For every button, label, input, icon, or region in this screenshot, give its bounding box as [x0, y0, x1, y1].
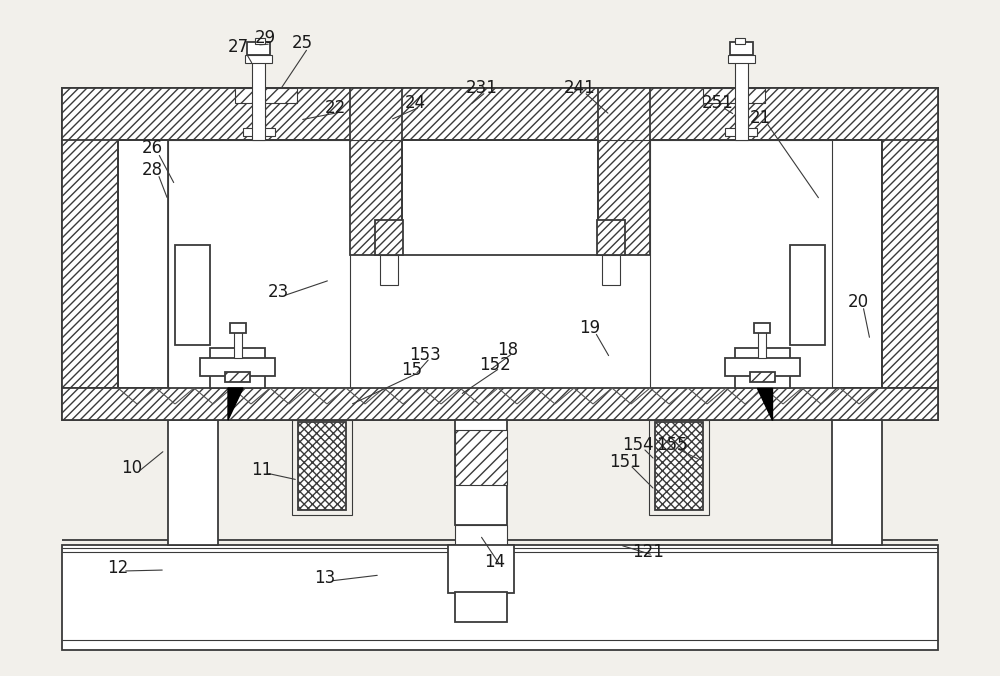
Bar — [725, 128, 757, 136]
Text: 21: 21 — [749, 109, 771, 127]
Polygon shape — [757, 388, 772, 420]
Text: 241: 241 — [564, 79, 596, 97]
Bar — [118, 140, 168, 388]
Bar — [655, 422, 703, 510]
Text: 10: 10 — [121, 459, 143, 477]
Text: 25: 25 — [291, 34, 313, 52]
Text: 23: 23 — [267, 283, 289, 301]
Bar — [225, 372, 250, 382]
Bar — [754, 323, 770, 333]
Bar — [455, 525, 507, 545]
Bar — [832, 420, 882, 545]
Bar — [255, 38, 265, 44]
Text: 22: 22 — [324, 99, 346, 117]
Text: 29: 29 — [254, 29, 276, 47]
Text: 12: 12 — [107, 559, 129, 577]
Bar — [234, 330, 242, 358]
Bar — [725, 358, 800, 376]
Bar — [175, 245, 210, 345]
Text: 28: 28 — [141, 161, 163, 179]
Bar — [62, 545, 938, 650]
Bar — [60, 25, 940, 645]
Bar — [62, 88, 118, 388]
Bar — [243, 128, 275, 136]
Text: 20: 20 — [847, 293, 869, 311]
Bar — [200, 358, 275, 376]
Bar — [597, 220, 625, 255]
Bar — [650, 140, 832, 388]
Bar — [210, 348, 265, 388]
Bar — [758, 330, 766, 358]
Bar — [235, 88, 297, 103]
Bar — [455, 420, 507, 525]
Bar — [735, 52, 748, 140]
Text: 155: 155 — [656, 436, 688, 454]
Bar — [168, 420, 218, 545]
Text: 15: 15 — [401, 361, 423, 379]
Bar — [253, 103, 265, 133]
Bar — [735, 38, 745, 44]
Bar — [62, 388, 938, 420]
Text: 27: 27 — [227, 38, 249, 56]
Bar — [245, 55, 272, 63]
Text: 152: 152 — [479, 356, 511, 374]
Bar — [448, 545, 514, 593]
Text: 151: 151 — [609, 453, 641, 471]
Bar — [735, 103, 747, 133]
Bar — [252, 52, 265, 140]
Text: 154: 154 — [622, 436, 654, 454]
Text: 11: 11 — [251, 461, 273, 479]
Text: 24: 24 — [404, 94, 426, 112]
Bar — [602, 255, 620, 285]
Polygon shape — [228, 388, 243, 420]
Bar — [230, 323, 246, 333]
Bar — [790, 245, 825, 345]
Bar — [455, 430, 507, 485]
Bar — [882, 88, 938, 388]
Bar — [375, 220, 403, 255]
Bar — [62, 88, 938, 140]
Bar — [350, 88, 402, 255]
Bar — [735, 348, 790, 388]
Text: 121: 121 — [632, 543, 664, 561]
Bar — [455, 592, 507, 622]
Text: 231: 231 — [466, 79, 498, 97]
Text: 19: 19 — [579, 319, 601, 337]
Text: 26: 26 — [141, 139, 163, 157]
Bar — [728, 55, 755, 63]
Bar — [750, 372, 775, 382]
Bar — [730, 42, 753, 55]
Text: 13: 13 — [314, 569, 336, 587]
Text: 251: 251 — [702, 94, 734, 112]
Bar — [298, 422, 346, 510]
Bar — [292, 420, 352, 515]
Bar — [247, 42, 270, 55]
Text: 153: 153 — [409, 346, 441, 364]
Bar — [703, 88, 765, 103]
Bar — [62, 88, 938, 420]
Text: 18: 18 — [497, 341, 519, 359]
Bar — [832, 140, 882, 388]
Bar — [649, 420, 709, 515]
Bar — [380, 255, 398, 285]
Bar — [168, 140, 350, 388]
Text: 14: 14 — [484, 553, 506, 571]
Bar — [598, 88, 650, 255]
